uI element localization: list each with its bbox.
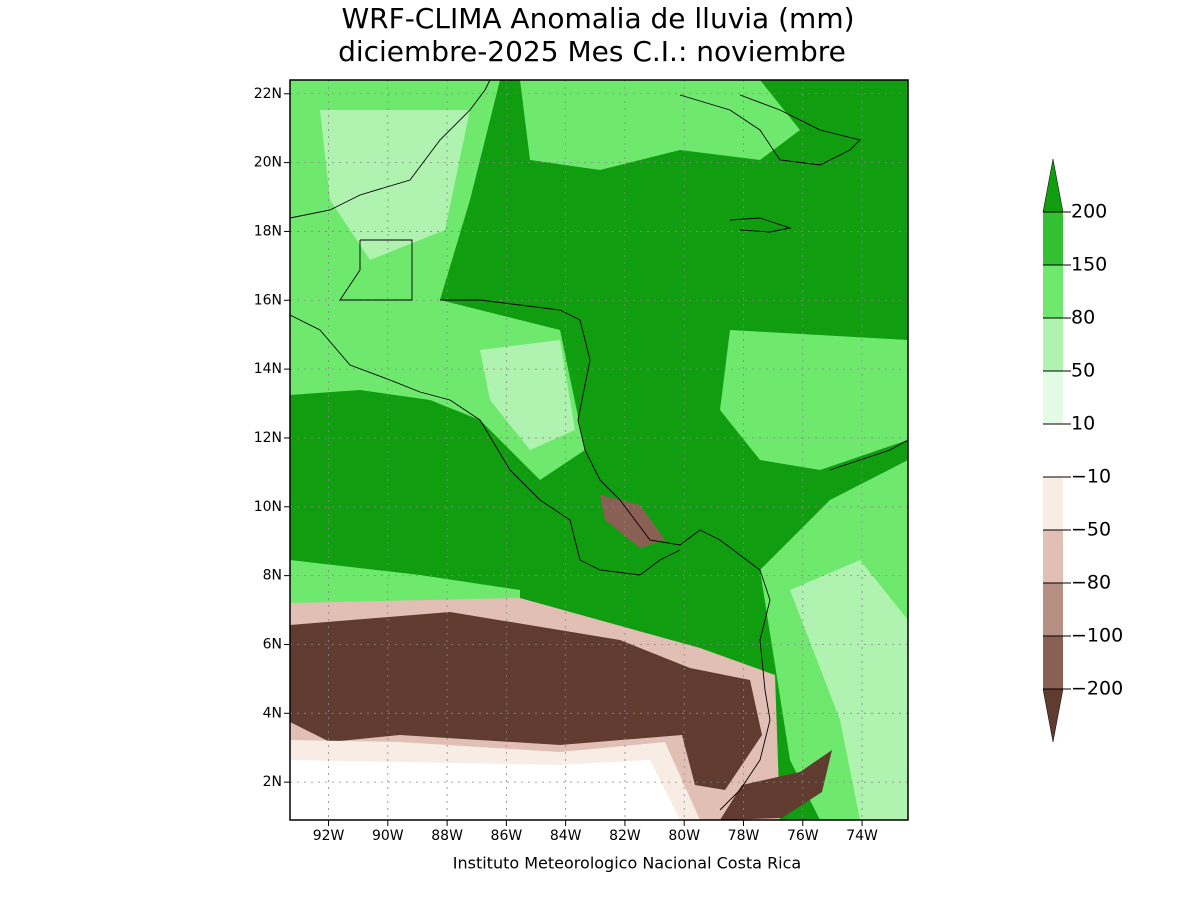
colorbar-box [1043,424,1063,477]
coastline [339,239,413,301]
colorbar-label: 10 [1071,413,1095,435]
y-tick-label: 4N [263,705,282,721]
rain-anomaly-field [290,80,908,820]
y-tick-label: 2N [263,774,282,790]
coastline [289,79,491,219]
x-tick-label: 84W [550,828,582,844]
colorbar-label: 80 [1071,307,1095,329]
colorbar-box [1043,636,1063,689]
y-tick-label: 22N [254,86,282,102]
coastline [829,439,909,471]
field-patch [290,760,680,820]
colorbar-label: −100 [1071,625,1123,647]
y-tick-label: 18N [254,223,282,239]
coastline [729,217,792,233]
x-tick-label: 88W [431,828,463,844]
colorbar-label: −200 [1071,678,1123,700]
y-tick-label: 8N [263,568,282,584]
x-tick-label: 90W [372,828,404,844]
y-tick-label: 6N [263,636,282,652]
field-patch [480,340,575,450]
map-frame [289,79,909,821]
colorbar-arrow [1042,158,1064,213]
x-tick-label: 86W [491,828,523,844]
x-tick-label: 92W [313,828,345,844]
colorbar-box [1043,265,1063,318]
colorbar-label: 150 [1071,254,1107,276]
field-patch [790,560,908,820]
colorbar-arrow [1042,688,1064,743]
x-tick-label: 82W [609,828,641,844]
field-patch [290,612,762,790]
field-patch [720,330,908,470]
colorbar: −200 −100 −80 −50 −10 10 50 80 150 200 [1042,158,1123,743]
y-tick-label: 14N [254,361,282,377]
subtitle: diciembre-2025 Mes C.I.: noviembre [338,35,846,68]
colorbar-label: 200 [1071,201,1107,223]
y-tick-label: 10N [254,499,282,515]
x-tick-label: 78W [728,828,760,844]
colorbar-label: 50 [1071,360,1095,382]
colorbar-box [1043,371,1063,424]
colorbar-box [1043,583,1063,636]
colorbar-label: −50 [1071,519,1111,541]
y-tick-label: 12N [254,430,282,446]
colorbar-box [1043,530,1063,583]
colorbar-box [1043,318,1063,371]
coastline [289,314,681,576]
field-patch [600,495,665,548]
colorbar-label: −10 [1071,466,1111,488]
colorbar-label: −80 [1071,572,1111,594]
colorbar-box [1043,477,1063,530]
colorbar-box [1043,212,1063,265]
x-tick-label: 80W [668,828,700,844]
y-tick-label: 16N [254,292,282,308]
field-patch [720,750,832,820]
x-tick-label: 74W [846,828,878,844]
y-tick-label: 20N [254,155,282,171]
title: WRF-CLIMA Anomalia de lluvia (mm) [341,2,854,35]
footer: Instituto Meteorologico Nacional Costa R… [453,854,801,873]
coastline [440,299,771,811]
coastline [679,94,861,166]
coastlines [289,79,909,811]
x-tick-label: 76W [787,828,819,844]
field-patch [520,80,800,170]
field-patch [320,110,470,260]
grid [290,80,908,820]
